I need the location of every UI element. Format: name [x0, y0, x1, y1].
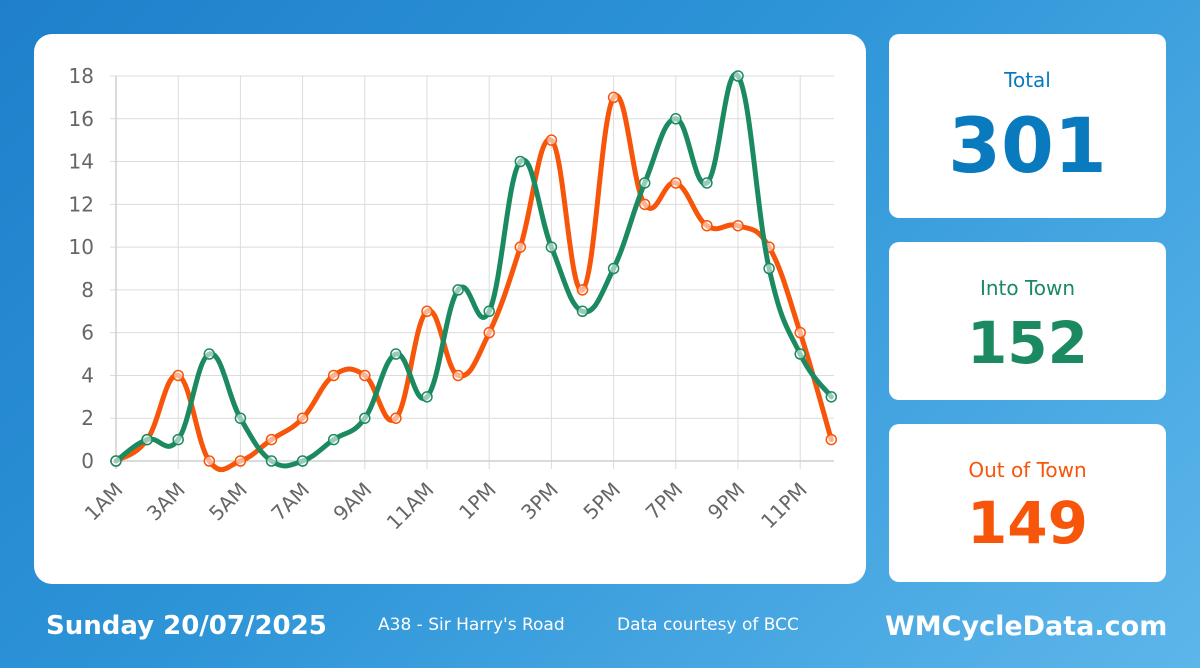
total-label: Total — [1004, 68, 1051, 92]
data-point-out — [327, 369, 340, 382]
data-point-into — [327, 433, 340, 446]
data-point-out — [421, 305, 433, 318]
x-axis-ticks: 1AM 3AM 5AM 7AM 9AM 11AM 1PM 3PM 5PM 7PM 9PM 11PM — [80, 478, 812, 535]
into-town-label: Into Town — [979, 276, 1076, 300]
x-tick-label: 1PM — [454, 478, 501, 525]
data-point-into — [390, 348, 402, 360]
data-point-into — [359, 412, 371, 424]
x-tick-label: 3PM — [516, 478, 563, 525]
series-layer — [110, 70, 838, 473]
data-point-out — [203, 455, 216, 467]
data-point-out — [732, 219, 744, 232]
y-tick-label: 12 — [69, 192, 94, 216]
series-line-out — [113, 93, 834, 473]
y-tick-label: 0 — [81, 449, 94, 473]
data-point-into — [670, 113, 682, 125]
y-axis-ticks: 0 2 4 6 8 10 12 14 16 18 — [69, 64, 94, 473]
y-tick-label: 2 — [81, 406, 94, 430]
footer-site-link[interactable]: WMCycleData.com — [885, 611, 1168, 642]
y-tick-label: 16 — [69, 107, 94, 131]
data-point-out — [265, 433, 278, 446]
into-town-value: 152 — [966, 309, 1089, 377]
data-point-into — [701, 177, 713, 189]
data-point-into — [234, 412, 247, 424]
data-point-into — [483, 305, 495, 318]
total-value: 301 — [948, 101, 1107, 190]
data-point-out — [638, 198, 651, 211]
x-tick-label: 11AM — [382, 478, 439, 535]
x-tick-label: 7PM — [641, 478, 688, 525]
grid — [110, 75, 834, 469]
data-point-into — [141, 433, 153, 446]
y-tick-label: 18 — [69, 64, 94, 88]
data-point-out — [607, 91, 620, 104]
data-point-into — [421, 391, 433, 403]
data-point-into — [110, 455, 122, 467]
data-point-out — [234, 455, 247, 467]
line-chart: 0 2 4 6 8 10 12 14 16 18 1AM 3AM 5AM 7AM 9AM 11AM 1PM 3P… — [69, 64, 838, 535]
data-point-into — [265, 455, 278, 467]
footer-location: A38 - Sir Harry's Road — [378, 615, 565, 635]
data-point-into — [452, 284, 464, 296]
out-of-town-card: Out of Town 149 — [889, 424, 1166, 582]
data-point-into — [172, 433, 184, 446]
data-point-into — [203, 348, 216, 360]
x-tick-label: 3AM — [142, 478, 190, 526]
data-point-out — [576, 284, 589, 296]
data-point-out — [452, 369, 464, 382]
footer-date: Sunday 20/07/2025 — [46, 611, 327, 641]
data-point-out — [701, 219, 713, 232]
chart-card: 0 2 4 6 8 10 12 14 16 18 1AM 3AM 5AM 7AM 9AM 11AM 1PM 3P… — [34, 34, 866, 584]
data-point-out — [825, 433, 838, 446]
x-tick-label: 9PM — [703, 478, 750, 525]
into-town-card: Into Town 152 — [889, 242, 1166, 400]
data-point-out — [296, 412, 309, 424]
out-of-town-value: 149 — [966, 489, 1089, 557]
footer-credit: Data courtesy of BCC — [617, 615, 799, 635]
data-point-into — [545, 241, 558, 253]
x-tick-label: 5AM — [204, 478, 252, 526]
y-tick-label: 8 — [81, 278, 94, 302]
data-point-into — [638, 177, 651, 189]
y-tick-label: 14 — [69, 150, 94, 174]
y-tick-label: 4 — [81, 363, 94, 387]
x-tick-label: 5PM — [578, 478, 625, 525]
data-point-out — [514, 241, 527, 253]
y-tick-label: 10 — [69, 235, 94, 259]
data-point-out — [794, 326, 806, 339]
data-point-into — [607, 262, 620, 275]
data-point-out — [172, 369, 184, 382]
x-tick-label: 7AM — [266, 478, 314, 526]
data-point-out — [670, 177, 682, 189]
y-tick-label: 6 — [81, 321, 94, 345]
data-point-into — [794, 348, 806, 360]
x-tick-label: 1AM — [80, 478, 128, 526]
x-tick-label: 11PM — [756, 478, 812, 534]
data-point-into — [732, 70, 744, 82]
data-point-into — [296, 455, 309, 467]
data-point-out — [483, 326, 495, 339]
series-out — [110, 91, 838, 473]
data-point-out — [390, 412, 402, 424]
data-point-into — [825, 391, 838, 403]
data-point-into — [763, 262, 775, 275]
total-card: Total 301 — [889, 34, 1166, 218]
data-point-out — [359, 369, 371, 382]
series-line-into — [113, 71, 834, 469]
data-point-out — [545, 134, 558, 146]
data-point-into — [514, 155, 527, 168]
x-tick-label: 9AM — [328, 478, 376, 526]
out-of-town-label: Out of Town — [968, 458, 1087, 482]
data-point-into — [576, 305, 589, 318]
series-into — [110, 70, 838, 469]
